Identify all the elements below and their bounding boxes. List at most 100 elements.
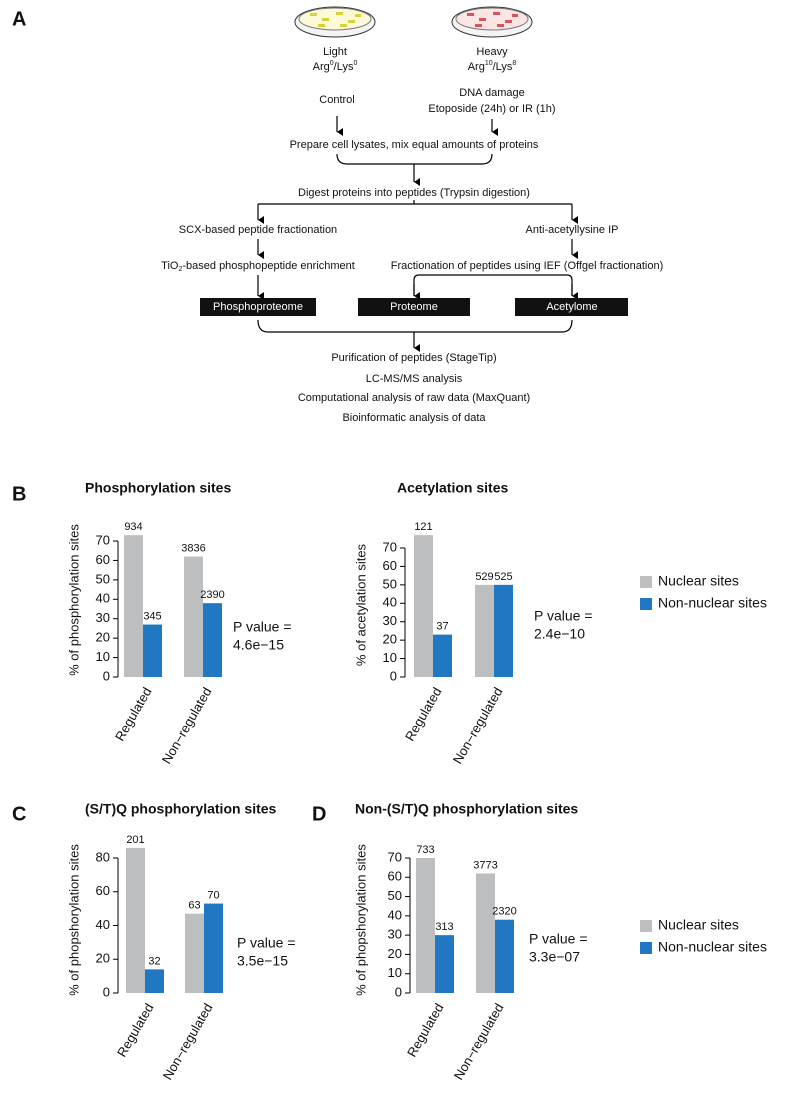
box [200,298,316,316]
x-tick-label: Non−regulated [160,1001,216,1083]
node-label: Heavy [476,46,508,58]
annotation: 4.6e−15 [233,637,284,653]
label-sup: 0 [353,60,357,67]
panel-label: C [12,803,26,825]
bar [494,584,513,677]
y-tick-label: 30 [96,610,110,625]
bracket [257,319,573,333]
box [358,298,470,316]
y-tick-label: 10 [383,650,397,665]
chart-title: Phosphorylation sites [85,480,231,496]
y-tick-label: 10 [96,649,110,664]
heavy-dish [451,6,533,38]
node-label: Digest proteins into peptides (Trypsin d… [298,187,530,199]
y-tick-label: 50 [383,576,397,591]
y-tick-label: 40 [388,907,402,922]
annotation: 2.4e−10 [534,626,585,642]
x-tick-label: Regulated [402,685,445,744]
box [515,298,628,316]
box-label: Acetylome [546,301,597,313]
bar-count-label: 529 [475,571,493,583]
y-tick-label: 70 [388,849,402,864]
bar-count-label: 3773 [473,859,497,871]
y-axis-label: % of phosphorylation sites [66,524,81,676]
bar [185,913,204,993]
annotation: 3.5e−15 [237,953,288,969]
box-label: Proteome [390,301,438,313]
label-sub: 2 [178,266,182,273]
bar [433,634,452,677]
bar-count-label: 32 [148,955,160,967]
label-part: TiO [161,260,179,272]
bar [124,535,143,677]
y-tick-label: 60 [96,552,110,567]
bar [184,556,203,677]
annotation: P value = [529,931,588,947]
node-label: Computational analysis of raw data (MaxQ… [298,392,530,404]
chart-title: (S/T)Q phosphorylation sites [85,801,277,817]
node-label: DNA damage [459,87,524,99]
y-tick-label: 20 [96,630,110,645]
y-tick-label: 50 [388,888,402,903]
legend-label: Non-nuclear sites [658,939,767,955]
node-label: Light [323,46,347,58]
bar-count-label: 2390 [200,589,224,601]
bar-count-label: 525 [494,571,512,583]
bar [126,847,145,993]
y-tick-label: 20 [96,951,110,966]
node-label: Arg0/Lys0 [313,60,358,73]
node-label: LC-MS/MS analysis [366,373,463,385]
legend-swatch [640,598,652,610]
label-sup: 10 [485,60,493,67]
y-tick-label: 70 [96,532,110,547]
node-label: Etoposide (24h) or IR (1h) [428,103,555,115]
y-tick-label: 30 [383,613,397,628]
node-label: SCX-based peptide fractionation [179,224,337,236]
bar-count-label: 345 [143,610,161,622]
y-axis-label: % of acetylation sites [353,543,368,666]
bar-count-label: 733 [416,844,434,856]
bar [143,624,162,677]
label-part: /Lys [334,61,354,73]
bar [203,603,222,677]
bar-count-label: 201 [126,834,144,846]
x-tick-label: Regulated [112,685,155,744]
bar [435,935,454,993]
panel-label: A [12,8,26,30]
node-label: TiO2-based phosphopeptide enrichment [161,260,355,273]
box-label: Phosphoproteome [213,301,303,313]
y-tick-label: 10 [388,965,402,980]
legend-label: Nuclear sites [658,917,739,933]
bar-count-label: 37 [436,621,448,633]
y-tick-label: 0 [103,668,110,683]
y-tick-label: 40 [96,917,110,932]
label-part: Arg [468,61,485,73]
bar-count-label: 3836 [181,542,205,554]
chart-title: Non-(S/T)Q phosphorylation sites [355,801,578,817]
bracket [336,153,493,165]
legend-label: Non-nuclear sites [658,595,767,611]
y-tick-label: 40 [383,595,397,610]
y-tick-label: 20 [383,632,397,647]
annotation: 3.3e−07 [529,949,580,965]
y-tick-label: 30 [388,927,402,942]
legend-swatch [640,576,652,588]
y-tick-label: 0 [390,668,397,683]
bar-count-label: 2320 [492,906,516,918]
label-sup: 0 [330,60,334,67]
annotation: P value = [534,608,593,624]
node-label: Fractionation of peptides using IEF (Off… [391,260,664,272]
legend-label: Nuclear sites [658,573,739,589]
y-tick-label: 20 [388,946,402,961]
light-dish [294,6,376,38]
x-tick-label: Regulated [114,1001,157,1060]
bar-count-label: 313 [435,921,453,933]
y-tick-label: 50 [96,571,110,586]
node-label: Purification of peptides (StageTip) [331,352,496,364]
node-label: Arg10/Lys8 [468,60,517,73]
legend-swatch [640,942,652,954]
node-label: Bioinformatic analysis of data [342,412,486,424]
annotation: P value = [233,619,292,635]
bar-count-label: 70 [207,889,219,901]
